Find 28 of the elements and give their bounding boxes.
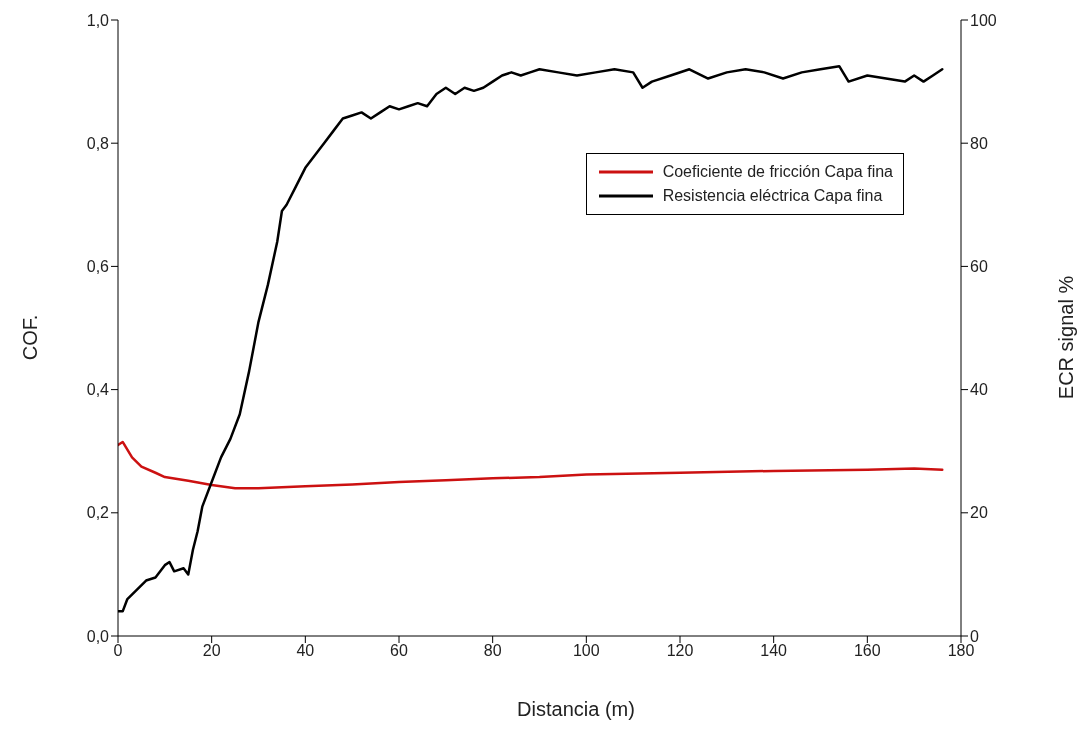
y-tick-label: 0,0 — [86, 627, 110, 645]
y2-tick-label: 100 — [970, 11, 997, 29]
x-tick-label: 80 — [483, 642, 502, 660]
y2-tick-label: 40 — [970, 381, 988, 399]
x-tick-label: 40 — [296, 642, 315, 660]
y2-axis-title: ECR signal % — [1054, 275, 1078, 400]
legend-label: Resistencia eléctrica Capa fina — [662, 187, 883, 205]
x-axis-title: Distancia (m) — [516, 698, 636, 721]
y-tick-label: 0,6 — [86, 258, 110, 276]
x-tick-label: 0 — [113, 642, 123, 660]
y2-tick-label: 60 — [970, 258, 988, 276]
y2-tick-label: 0 — [970, 627, 979, 645]
x-tick-label: 20 — [202, 642, 221, 660]
y-axis-title: COF. — [18, 314, 42, 361]
y-tick-label: 0,2 — [86, 504, 110, 522]
x-tick-label: 140 — [760, 642, 788, 660]
x-tick-label: 160 — [853, 642, 881, 660]
x-tick-label: 60 — [390, 642, 408, 660]
legend-label: Coeficiente de fricción Capa fina — [662, 163, 893, 181]
line-series — [118, 440, 944, 490]
y-tick-label: 0,8 — [86, 134, 110, 152]
x-tick-label: 120 — [666, 642, 694, 660]
y-tick-label: 0,4 — [86, 381, 110, 399]
y2-tick-label: 80 — [970, 134, 988, 152]
y-tick-label: 1,0 — [86, 11, 110, 29]
x-tick-label: 180 — [947, 642, 975, 660]
y2-tick-label: 20 — [970, 504, 988, 522]
x-tick-label: 100 — [572, 642, 600, 660]
